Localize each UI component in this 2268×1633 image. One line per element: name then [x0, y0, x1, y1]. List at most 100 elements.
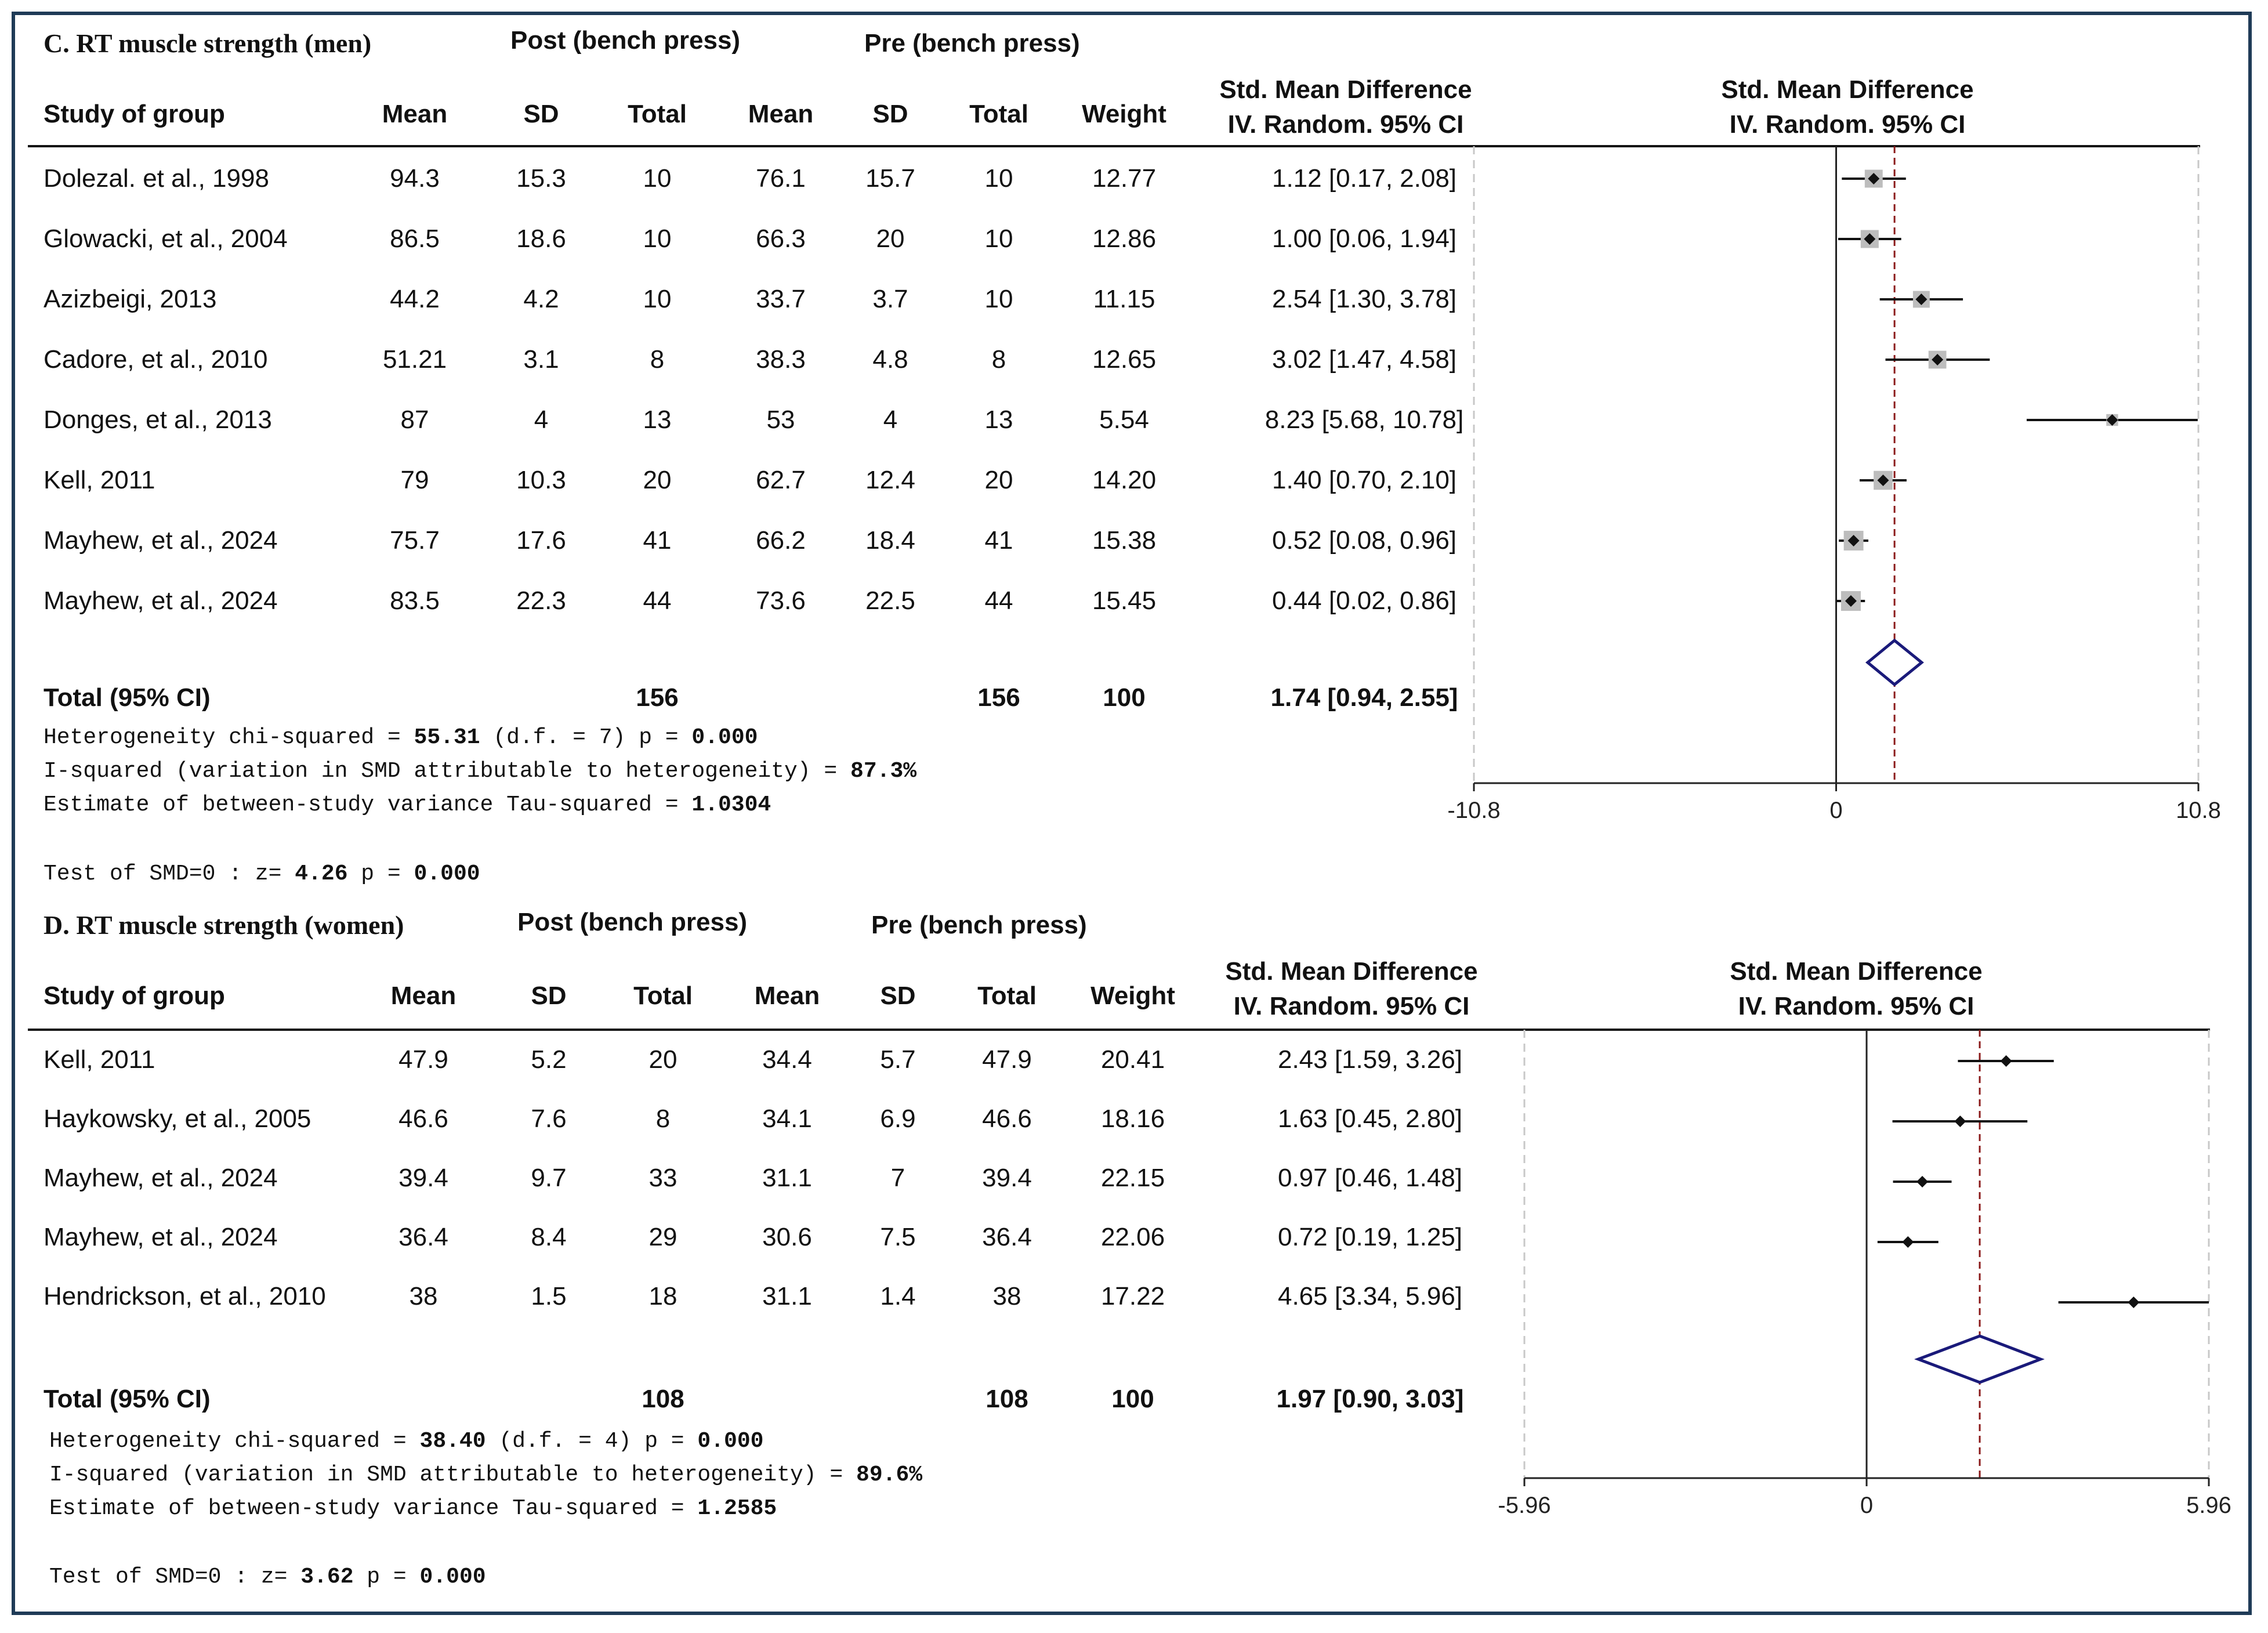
cell-pre-mean: 31.1: [762, 1164, 812, 1192]
cell-ci-text: 1.40 [0.70, 2.10]: [1271, 466, 1457, 494]
col-header-post-sd: SD: [523, 100, 559, 128]
cell-study: Kell, 2011: [44, 466, 155, 494]
cell-pre-sd: 15.7: [865, 164, 915, 193]
col-header-smd: Std. Mean Difference: [1219, 75, 1472, 104]
col-header-smd-ci: IV. Random. 95% CI: [1233, 992, 1470, 1020]
cell-pre-sd: 7: [890, 1164, 905, 1192]
study-point: [1877, 475, 1889, 486]
cell-post-sd: 3.1: [523, 345, 559, 374]
cell-post-sd: 8.4: [531, 1223, 567, 1251]
cell-ci-text: 0.97 [0.46, 1.48]: [1277, 1164, 1463, 1192]
study-point: [2128, 1297, 2140, 1308]
cell-pre-total: 10: [984, 225, 1013, 253]
cell-pre-total: 36.4: [982, 1223, 1032, 1251]
cell-study: Dolezal. et al., 1998: [44, 164, 269, 193]
cell-pre-total: 38: [992, 1282, 1021, 1310]
cell-post-sd: 9.7: [531, 1164, 567, 1192]
study-point: [1868, 173, 1880, 184]
cell-post-mean: 86.5: [390, 225, 440, 253]
col-header-post-total: Total: [628, 100, 687, 128]
cell-study: Azizbeigi, 2013: [44, 285, 217, 313]
x-tick-label: -10.8: [1447, 798, 1500, 823]
i-squared-stat: I-squared (variation in SMD attributable…: [49, 1462, 923, 1487]
post-group-label: Post (bench press): [517, 908, 748, 936]
cell-pre-mean: 38.3: [756, 345, 806, 374]
plot-header-smd: Std. Mean Difference: [1730, 957, 1983, 986]
cell-ci-text: 0.72 [0.19, 1.25]: [1277, 1223, 1463, 1251]
cell-pre-total: 39.4: [982, 1164, 1032, 1192]
cell-weight: 17.22: [1100, 1282, 1165, 1310]
cell-post-sd: 17.6: [516, 526, 566, 555]
cell-ci-text: 2.43 [1.59, 3.26]: [1277, 1045, 1463, 1074]
header-rule: [28, 1029, 2210, 1031]
cell-post-mean: 36.4: [398, 1223, 448, 1251]
cell-post-total: 8: [650, 345, 665, 374]
study-point: [1902, 1236, 1914, 1248]
cell-weight: 15.45: [1092, 586, 1157, 615]
total-pre-n: 108: [986, 1385, 1028, 1413]
cell-post-mean: 38: [409, 1282, 438, 1310]
cell-study: Cadore, et al., 2010: [44, 345, 268, 374]
study-point: [2000, 1055, 2012, 1067]
cell-study: Hendrickson, et al., 2010: [44, 1282, 326, 1310]
cell-ci-text: 1.12 [0.17, 2.08]: [1271, 164, 1457, 193]
cell-pre-mean: 31.1: [762, 1282, 812, 1310]
cell-post-total: 10: [643, 285, 672, 313]
study-point: [1847, 535, 1860, 546]
col-header-post-mean: Mean: [390, 982, 457, 1010]
total-ci: 1.74 [0.94, 2.55]: [1270, 683, 1458, 712]
cell-ci-text: 1.00 [0.06, 1.94]: [1271, 225, 1457, 253]
col-header-smd: Std. Mean Difference: [1225, 957, 1478, 986]
x-tick-label: 10.8: [2176, 798, 2221, 823]
cell-post-total: 8: [655, 1105, 671, 1133]
cell-post-mean: 75.7: [390, 526, 440, 555]
panel-title: D. RT muscle strength (women): [44, 910, 404, 940]
plot-header-smd-ci: IV. Random. 95% CI: [1738, 992, 1974, 1020]
total-post-n: 156: [636, 683, 679, 712]
tau-squared-stat: Estimate of between-study variance Tau-s…: [44, 792, 771, 817]
total-pre-n: 156: [977, 683, 1020, 712]
cell-post-total: 20: [643, 466, 672, 494]
cell-post-total: 13: [643, 405, 672, 434]
x-tick-label: 0: [1860, 1493, 1873, 1518]
overall-diamond: [1865, 638, 1924, 687]
cell-pre-total: 41: [984, 526, 1013, 555]
cell-ci-text: 1.63 [0.45, 2.80]: [1277, 1105, 1463, 1133]
study-point: [1864, 233, 1876, 245]
plot-header-smd: Std. Mean Difference: [1721, 75, 1974, 104]
cell-weight: 11.15: [1093, 285, 1155, 313]
cell-pre-mean: 34.4: [762, 1045, 812, 1074]
cell-post-mean: 39.4: [398, 1164, 448, 1192]
cell-post-sd: 22.3: [516, 586, 566, 615]
x-tick-label: -5.96: [1498, 1493, 1550, 1518]
pre-group-label: Pre (bench press): [871, 911, 1087, 939]
total-label: Total (95% CI): [44, 683, 211, 712]
col-header-pre-total: Total: [977, 982, 1037, 1010]
cell-pre-total: 46.6: [982, 1105, 1032, 1133]
cell-post-mean: 47.9: [398, 1045, 448, 1074]
cell-study: Glowacki, et al., 2004: [44, 225, 288, 253]
cell-pre-mean: 30.6: [762, 1223, 812, 1251]
cell-post-total: 41: [643, 526, 672, 555]
cell-post-mean: 46.6: [398, 1105, 448, 1133]
cell-post-sd: 5.2: [531, 1045, 567, 1074]
cell-pre-sd: 5.7: [880, 1045, 916, 1074]
col-header-study: Study of group: [44, 100, 225, 128]
cell-pre-total: 47.9: [982, 1045, 1032, 1074]
cell-post-total: 29: [648, 1223, 677, 1251]
cell-post-sd: 18.6: [516, 225, 566, 253]
cell-weight: 14.20: [1092, 466, 1157, 494]
cell-pre-sd: 6.9: [880, 1105, 916, 1133]
cell-pre-mean: 76.1: [756, 164, 806, 193]
cell-pre-total: 13: [984, 405, 1013, 434]
col-header-pre-mean: Mean: [748, 100, 814, 128]
smd-test-stat: Test of SMD=0 : z= 4.26 p = 0.000: [44, 861, 480, 886]
forest-plot-women: -5.96 0 5.96: [1498, 1030, 2231, 1518]
col-header-study: Study of group: [44, 982, 225, 1010]
study-point: [2106, 414, 2118, 426]
panel-title: C. RT muscle strength (men): [44, 28, 372, 58]
cell-post-total: 44: [643, 586, 672, 615]
cell-pre-sd: 22.5: [865, 586, 915, 615]
cell-post-mean: 51.21: [382, 345, 447, 374]
cell-post-sd: 10.3: [516, 466, 566, 494]
